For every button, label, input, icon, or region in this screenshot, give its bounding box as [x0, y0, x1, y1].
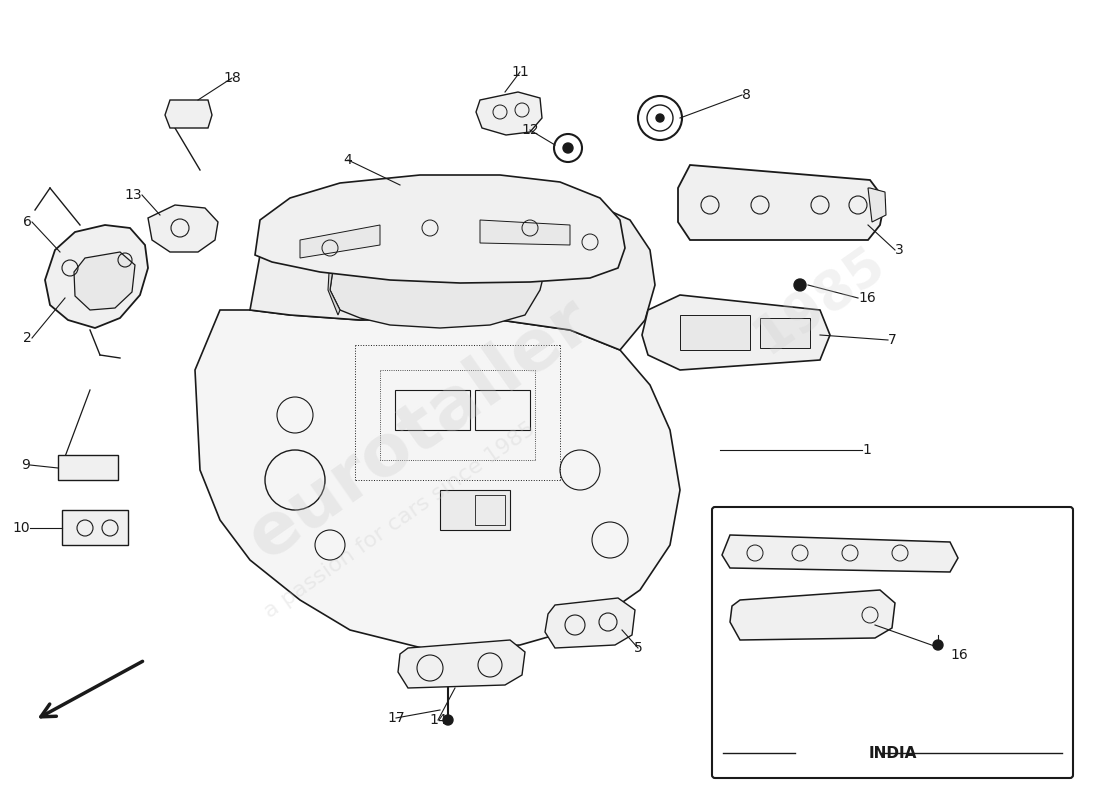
Text: 13: 13	[124, 188, 142, 202]
Polygon shape	[148, 205, 218, 252]
Text: eurotaller: eurotaller	[235, 286, 605, 574]
Text: 16: 16	[950, 648, 968, 662]
Polygon shape	[58, 455, 118, 480]
Polygon shape	[165, 100, 212, 128]
Text: 5: 5	[634, 641, 642, 655]
Text: a passion for cars since 1985: a passion for cars since 1985	[261, 418, 539, 622]
Circle shape	[563, 143, 573, 153]
Circle shape	[794, 279, 806, 291]
Polygon shape	[300, 225, 379, 258]
Circle shape	[443, 715, 453, 725]
Polygon shape	[62, 510, 128, 545]
Text: 11: 11	[512, 65, 529, 79]
Polygon shape	[74, 252, 135, 310]
Text: 4: 4	[343, 153, 352, 167]
Polygon shape	[250, 183, 654, 350]
Polygon shape	[195, 310, 680, 650]
Text: 1: 1	[862, 443, 871, 457]
Circle shape	[933, 640, 943, 650]
Polygon shape	[678, 165, 886, 240]
Text: 6: 6	[23, 215, 32, 229]
Polygon shape	[330, 195, 548, 328]
Polygon shape	[45, 225, 148, 328]
Polygon shape	[760, 318, 810, 348]
FancyBboxPatch shape	[712, 507, 1072, 778]
Text: 3: 3	[895, 243, 904, 257]
Polygon shape	[255, 175, 625, 283]
Polygon shape	[398, 640, 525, 688]
Polygon shape	[730, 590, 895, 640]
Circle shape	[656, 114, 664, 122]
Text: 12: 12	[521, 123, 539, 137]
Polygon shape	[544, 598, 635, 648]
Text: 1985: 1985	[745, 237, 895, 363]
Text: 16: 16	[858, 291, 876, 305]
Text: 7: 7	[888, 333, 896, 347]
Polygon shape	[476, 92, 542, 135]
Polygon shape	[642, 295, 830, 370]
Polygon shape	[328, 225, 355, 315]
Polygon shape	[440, 490, 510, 530]
Text: INDIA: INDIA	[868, 746, 916, 761]
Polygon shape	[722, 535, 958, 572]
Text: 14: 14	[429, 713, 447, 727]
Text: 2: 2	[23, 331, 32, 345]
Polygon shape	[480, 220, 570, 245]
Text: 18: 18	[223, 71, 241, 85]
Text: 10: 10	[12, 521, 30, 535]
Polygon shape	[680, 315, 750, 350]
Polygon shape	[868, 188, 886, 222]
Text: 8: 8	[742, 88, 751, 102]
Text: 17: 17	[387, 711, 405, 725]
Text: 9: 9	[21, 458, 30, 472]
